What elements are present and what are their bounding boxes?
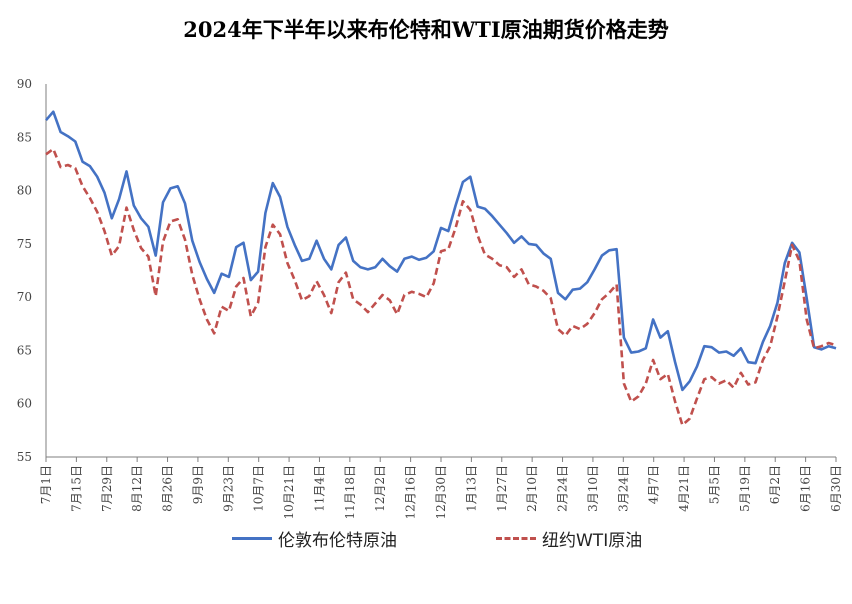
series-line-brent (45, 110, 837, 392)
x-tick-label: 9月23日 (221, 465, 235, 512)
x-tick-label: 3月10日 (586, 465, 600, 512)
x-tick-label: 7月29日 (100, 465, 114, 512)
chart-title: 2024年下半年以来布伦特和WTI原油期货价格走势 (183, 17, 669, 42)
x-tick-label: 7月1日 (39, 465, 53, 504)
legend-label: 纽约WTI原油 (542, 531, 643, 551)
x-tick-label: 7月15日 (69, 465, 83, 512)
x-tick-label: 3月24日 (616, 465, 630, 512)
chart-axes: 55 60 65 70 75 80 85 90 7月1日 7月15日 7月29日 8月12日 8月26日… (17, 77, 843, 520)
legend-swatch (232, 537, 272, 540)
y-tick-label: 85 (17, 130, 32, 144)
x-tick-label: 1月27日 (495, 465, 509, 512)
x-tick-label: 9月9日 (191, 465, 205, 504)
x-tick-label: 11月4日 (312, 465, 326, 512)
x-tick-label: 4月21日 (677, 465, 691, 512)
y-tick-label: 55 (17, 450, 32, 464)
x-tick-label: 12月30日 (434, 465, 448, 520)
x-tick-label: 6月16日 (799, 465, 813, 512)
y-tick-label: 70 (17, 290, 32, 304)
y-tick-label: 90 (17, 77, 32, 91)
legend-label: 伦敦布伦特原油 (278, 531, 397, 551)
y-tick-label: 65 (17, 343, 32, 357)
x-tick-label: 5月5日 (707, 465, 721, 504)
x-tick-label: 1月13日 (464, 465, 478, 512)
chart-series (45, 110, 837, 427)
chart-legend: 伦敦布伦特原油 纽约WTI原油 (0, 522, 852, 551)
x-tick-label: 10月7日 (252, 465, 266, 512)
legend-swatch (496, 537, 536, 540)
series-line-wti (45, 147, 837, 427)
legend-item: 纽约WTI原油 (496, 526, 642, 551)
x-tick-label: 6月30日 (829, 465, 843, 512)
x-tick-label: 8月26日 (161, 465, 175, 512)
x-tick-label: 2月24日 (556, 465, 570, 512)
x-tick-label: 11月18日 (343, 465, 357, 520)
y-tick-label: 80 (17, 184, 32, 198)
y-tick-label: 75 (17, 237, 32, 251)
x-tick-label: 12月2日 (373, 465, 387, 512)
x-tick-label: 10月21日 (282, 465, 296, 520)
x-tick-label: 8月12日 (130, 465, 144, 512)
x-tick-label: 6月2日 (768, 465, 782, 504)
x-tick-label: 5月19日 (738, 465, 752, 512)
y-tick-label: 60 (17, 397, 32, 411)
x-tick-label: 2月10日 (525, 465, 539, 512)
legend-item: 伦敦布伦特原油 (232, 526, 397, 551)
x-tick-label: 12月16日 (404, 465, 418, 520)
x-tick-label: 4月7日 (647, 465, 661, 504)
